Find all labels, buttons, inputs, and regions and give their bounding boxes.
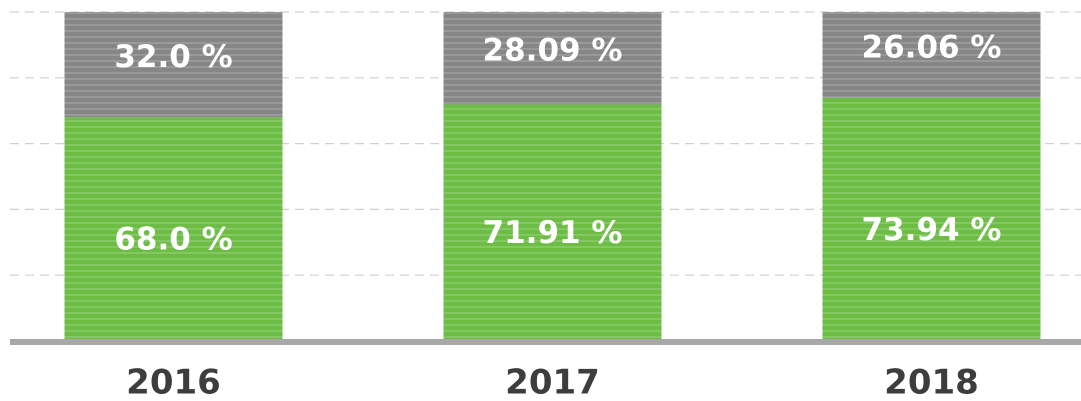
value-label: 68.0 % [114,222,232,258]
value-label: 28.09 % [483,33,623,69]
value-label: 73.94 % [862,212,1002,248]
x-tick-label: 2017 [505,363,600,401]
value-label: 32.0 % [114,39,232,75]
x-axis-line [10,339,1081,345]
x-tick-label: 2018 [884,363,979,401]
value-label: 71.91 % [483,215,623,251]
x-tick-label: 2016 [126,363,221,401]
value-label: 26.06 % [862,29,1002,65]
